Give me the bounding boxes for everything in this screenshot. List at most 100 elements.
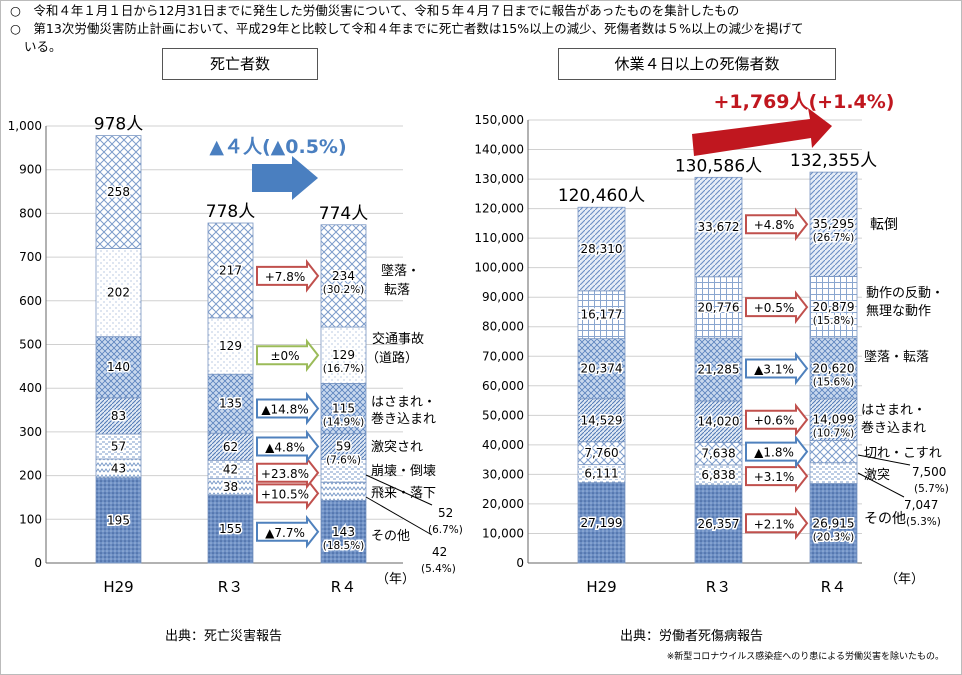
- legend-fall-over: 転倒: [870, 217, 898, 233]
- injuries-data-label: 20,776: [698, 300, 740, 314]
- injuries-bar-segment: [577, 338, 626, 400]
- deaths-bar-segment: [320, 224, 367, 328]
- deaths-bar-segment: [95, 247, 142, 338]
- injuries-ytick: 150,000: [474, 113, 524, 127]
- injuries-ytick: 110,000: [474, 231, 524, 245]
- legend-caught: はさまれ・: [371, 395, 436, 410]
- injuries-change-arrow: [745, 402, 809, 437]
- injuries-change-arrow: [745, 290, 809, 325]
- deaths-data-label: 195: [107, 513, 130, 527]
- deaths-data-label: 258: [107, 185, 130, 199]
- deaths-bar-segment: [207, 494, 254, 564]
- injuries-data-label: 20,879: [813, 300, 855, 314]
- total-change-arrow: [692, 108, 832, 156]
- deaths-share-label: (18.5%): [323, 540, 365, 552]
- injuries-ytick: 120,000: [474, 202, 524, 216]
- injuries-ytick: 60,000: [482, 379, 524, 393]
- injuries-xtick: H29: [586, 578, 616, 596]
- deaths-change-arrow: [256, 429, 320, 464]
- deaths-bar-segment: [207, 317, 254, 375]
- deaths-xtick: R４: [331, 578, 356, 596]
- injuries-data-label: 27,199: [581, 516, 623, 530]
- deaths-share-label: (7.6%): [326, 455, 361, 467]
- deaths-ytick: 400: [19, 381, 42, 395]
- deaths-total-label: 778人: [206, 202, 255, 222]
- injuries-ytick: 20,000: [482, 497, 524, 511]
- deaths-ytick: 100: [19, 512, 42, 526]
- injuries-bar-segment: [809, 398, 858, 441]
- injuries-ytick: 10,000: [482, 526, 524, 540]
- deaths-bar-segment: [207, 222, 254, 319]
- injuries-change-arrow: [745, 207, 809, 242]
- injuries-bar-segment: [809, 483, 858, 564]
- note-target-cont: いる。: [24, 39, 62, 54]
- injuries-data-label: 7,638: [701, 447, 735, 461]
- deaths-change-label: ▲7.7%: [265, 526, 305, 540]
- deaths-change-label: ±0%: [270, 349, 299, 363]
- deaths-data-label: 143: [332, 525, 355, 539]
- callout-flying-share: (5.4%): [421, 563, 456, 575]
- injuries-change-arrow: [745, 506, 809, 541]
- callout-cut-share: (5.7%): [914, 483, 949, 495]
- legend-fall: 墜落・転落: [864, 349, 929, 365]
- injuries-data-label: 6,838: [701, 468, 735, 482]
- callout-line: [365, 496, 433, 536]
- legend-traffic-2: （道路）: [366, 350, 418, 366]
- legend-fall-2: 転落: [384, 283, 410, 298]
- injuries-ytick: 100,000: [474, 261, 524, 275]
- injuries-ytick: 40,000: [482, 438, 524, 452]
- deaths-ytick: 0: [34, 556, 42, 570]
- injuries-data-label: 16,177: [581, 308, 623, 322]
- injuries-ytick: 80,000: [482, 320, 524, 334]
- injuries-data-label: 14,099: [813, 413, 855, 427]
- injuries-bar-segment: [809, 440, 858, 464]
- injuries-change-label: +0.5%: [754, 301, 795, 315]
- deaths-data-label: 115: [332, 402, 355, 416]
- injuries-data-label: 35,295: [813, 217, 855, 231]
- legend-reaction: 動作の反動・: [866, 286, 944, 301]
- deaths-change-label: ▲14.8%: [261, 403, 308, 417]
- injuries-share-label: (26.7%): [813, 232, 855, 244]
- injuries-ytick: 130,000: [474, 172, 524, 186]
- injuries-data-label: 6,111: [584, 467, 618, 481]
- source-injuries: 出典：労働者死傷病報告: [620, 629, 764, 644]
- legend-other: その他: [864, 511, 906, 527]
- injuries-bar-segment: [694, 337, 743, 402]
- injuries-data-label: 26,357: [698, 517, 740, 531]
- legend-other: その他: [371, 529, 410, 544]
- deaths-bar-segment: [320, 382, 367, 435]
- injuries-bar-segment: [577, 206, 626, 292]
- deaths-bar-segment: [95, 433, 142, 460]
- injuries-data-label: 20,620: [813, 361, 855, 375]
- injuries-change-label: +3.1%: [754, 470, 795, 484]
- injuries-ytick: 30,000: [482, 467, 524, 481]
- injuries-bar-segment: [577, 398, 626, 443]
- callout-struck-value: 7,047: [904, 498, 938, 512]
- injuries-total-label: 120,460人: [558, 186, 645, 206]
- injuries-bar-segment: [809, 462, 858, 484]
- footnote: ※新型コロナウイルス感染症へのり患による労働災害を除いたもの。: [666, 652, 944, 662]
- total-change-label: +1,769人(+1.4%): [713, 91, 894, 113]
- deaths-bar-segment: [207, 373, 254, 434]
- total-change-label: ▲４人(▲0.5%): [209, 136, 346, 158]
- deaths-bar-segment: [320, 500, 367, 564]
- injuries-x-unit: （年）: [885, 572, 924, 587]
- deaths-bar-segment: [95, 336, 142, 399]
- deaths-xtick: H29: [103, 578, 133, 596]
- legend-traffic: 交通事故: [372, 331, 424, 347]
- deaths-ytick: 200: [19, 469, 42, 483]
- injuries-change-label: +4.8%: [754, 218, 795, 232]
- deaths-data-label: 57: [111, 440, 126, 454]
- injuries-share-label: (15.6%): [813, 376, 855, 388]
- legend-struck: 激突: [864, 467, 890, 483]
- deaths-change-arrow: [256, 338, 320, 373]
- legend-struck: 激突され: [371, 439, 423, 455]
- injuries-xtick: R３: [706, 578, 731, 596]
- injuries-bar-segment: [809, 337, 858, 400]
- callout-line: [857, 472, 905, 498]
- injuries-change-label: ▲1.8%: [754, 446, 794, 460]
- deaths-data-label: 38: [223, 480, 238, 494]
- callout-flying-value: 42: [432, 545, 447, 559]
- injuries-bar-segment: [694, 176, 743, 278]
- deaths-change-label: +23.8%: [261, 467, 309, 481]
